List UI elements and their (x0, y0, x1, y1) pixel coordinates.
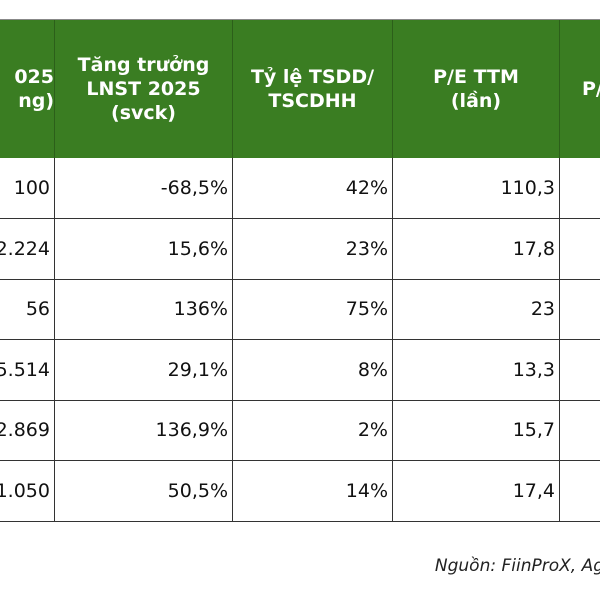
table-cell: 23 (393, 279, 560, 340)
header-cell: 025 ng) (0, 20, 55, 158)
table-cell: 2.869 (0, 400, 55, 461)
table-cell (560, 461, 600, 522)
table-cell: 15,6% (55, 218, 233, 280)
table-cell (560, 219, 600, 280)
header-text: ng) (18, 90, 54, 112)
table-cell: 56 (0, 279, 55, 340)
header-text: P/ (582, 78, 600, 100)
table-cell: -68,5% (55, 158, 233, 219)
header-text: TSCDHH (268, 90, 357, 112)
table-cell: 1.050 (0, 460, 55, 522)
table-cell: 8% (233, 339, 393, 401)
table-cell: 100 (0, 158, 55, 219)
source-note: Nguồn: FiinProX, Ag (434, 556, 600, 576)
table-cell: 136,9% (55, 400, 233, 461)
table-cell: 2% (233, 400, 393, 461)
table-cell: 75% (233, 279, 393, 340)
table-cell: 136% (55, 279, 233, 340)
table-cell: 42% (233, 158, 393, 219)
header-cell: Tăng trưởng LNST 2025 (svck) (55, 20, 233, 158)
table-cell: 110,3 (393, 158, 560, 219)
header-cell: P/ (560, 20, 600, 158)
header-text: Tỷ lệ TSDD/ (250, 66, 375, 88)
table-cell: 14% (233, 460, 393, 522)
table-cell: 50,5% (55, 460, 233, 522)
header-text: LNST 2025 (86, 78, 201, 100)
header-text: P/E TTM (433, 66, 519, 88)
table-cell (560, 340, 600, 401)
table-cell (560, 279, 600, 340)
table-cell: 23% (233, 218, 393, 280)
header-cell: Tỷ lệ TSDD/TSCDHH (233, 20, 393, 158)
table-cell: 5.514 (0, 339, 55, 401)
table-cell: 29,1% (55, 339, 233, 401)
header-text: (lần) (450, 90, 502, 112)
table-cell: 17,8 (393, 218, 560, 280)
top-border (0, 19, 600, 20)
table-cell: 2.224 (0, 218, 55, 280)
table-cell: 15,7 (393, 400, 560, 461)
header-text: (svck) (111, 102, 176, 124)
header-cell: P/E TTM (lần) (393, 20, 560, 158)
table-cell: 17,4 (393, 460, 560, 522)
table-cell: 13,3 (393, 339, 560, 401)
header-text: 025 (14, 66, 54, 88)
header-text: Tăng trưởng (77, 54, 210, 76)
table-cell (560, 400, 600, 461)
table-cell (560, 158, 600, 219)
